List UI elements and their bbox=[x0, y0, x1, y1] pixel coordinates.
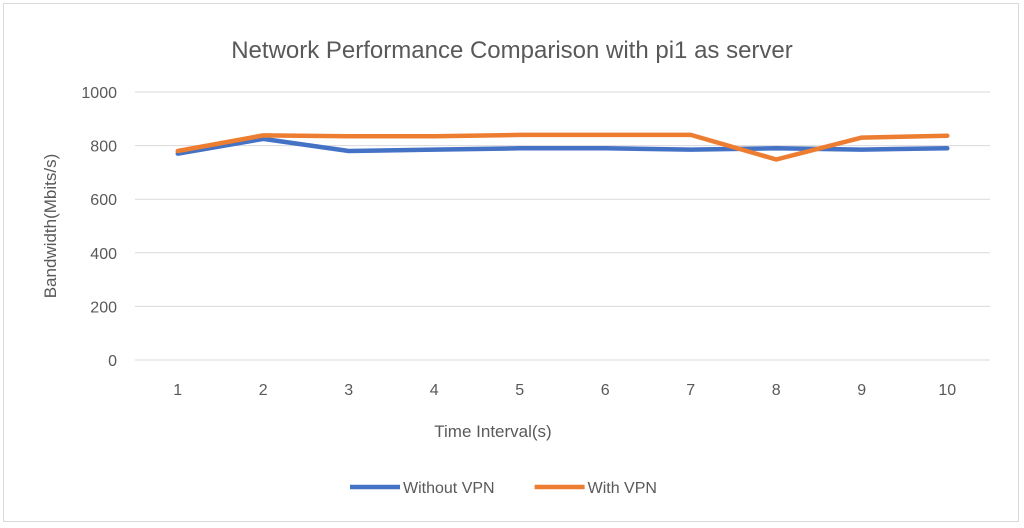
y-axis-ticks: 0 200 400 600 800 1000 bbox=[81, 85, 117, 370]
x-tick-label: 5 bbox=[515, 382, 524, 399]
chart-title: Network Performance Comparison with pi1 … bbox=[231, 37, 793, 64]
x-axis-title: Time Interval(s) bbox=[434, 422, 551, 441]
x-tick-label: 7 bbox=[686, 382, 695, 399]
x-tick-label: 3 bbox=[344, 382, 353, 399]
y-tick-label: 400 bbox=[90, 246, 117, 263]
series-line-with-vpn bbox=[175, 132, 950, 162]
y-tick-label: 800 bbox=[90, 139, 117, 156]
x-tick-label: 4 bbox=[430, 382, 439, 399]
gridlines bbox=[135, 91, 990, 361]
x-tick-label: 9 bbox=[857, 382, 866, 399]
x-tick-label: 2 bbox=[259, 382, 268, 399]
y-axis-title: Bandwidth(Mbits/s) bbox=[41, 154, 60, 299]
x-tick-label: 10 bbox=[938, 382, 956, 399]
y-tick-label: 1000 bbox=[81, 85, 117, 102]
x-axis-ticks: 1 2 3 4 5 6 7 8 9 10 bbox=[173, 382, 956, 399]
x-tick-label: 8 bbox=[772, 382, 781, 399]
y-tick-label: 200 bbox=[90, 299, 117, 316]
legend: Without VPN With VPN bbox=[350, 480, 657, 497]
x-tick-label: 6 bbox=[601, 382, 610, 399]
chart-frame bbox=[3, 3, 1019, 522]
y-tick-label: 0 bbox=[108, 353, 117, 370]
series-lines bbox=[175, 132, 950, 162]
y-tick-label: 600 bbox=[90, 192, 117, 209]
legend-label-with-vpn: With VPN bbox=[588, 480, 657, 497]
x-tick-label: 1 bbox=[173, 382, 182, 399]
legend-label-without-vpn: Without VPN bbox=[403, 480, 495, 497]
